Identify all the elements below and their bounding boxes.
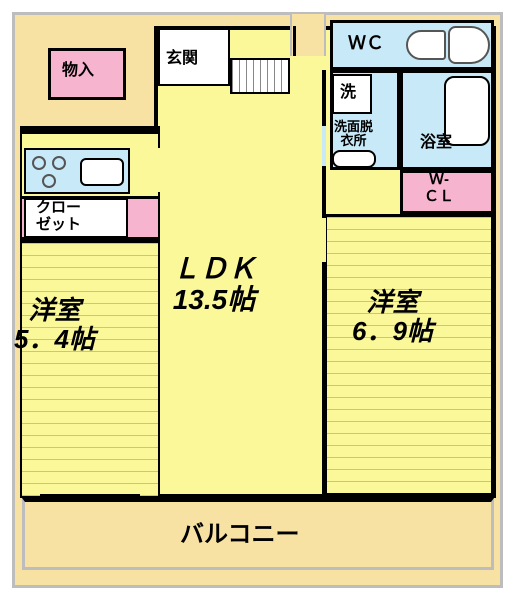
balcony-label: バルコニー <box>180 522 300 548</box>
west-room-label: 洋室 5．4帖 <box>14 296 95 353</box>
entry-closet-fold1 <box>232 60 258 92</box>
window-west <box>40 494 140 502</box>
storage-nw-label: 物入 <box>62 62 94 80</box>
toilet-fixture <box>448 26 490 64</box>
closet-label: クロー ゼット <box>36 200 81 233</box>
lavatory-label: 洗面脱 衣所 <box>334 120 373 149</box>
door-lav-gap <box>322 126 326 166</box>
kitchen-burner1 <box>32 156 46 170</box>
lavatory-sink <box>332 150 376 168</box>
entry-closet-fold2 <box>260 60 286 92</box>
kitchen-sink <box>80 158 124 186</box>
toilet-tank <box>406 30 446 60</box>
window-east <box>356 494 466 502</box>
wc-label: ＷＣ <box>348 34 384 54</box>
wcl-label: Ｗ- ＣＬ <box>424 172 454 205</box>
kitchen-burner2 <box>52 156 66 170</box>
bath-label: 浴室 <box>420 134 452 152</box>
door-east-gap <box>322 218 326 262</box>
genkan-label: 玄関 <box>166 50 198 68</box>
entrance-door <box>293 26 296 56</box>
floorplan-canvas: 物入 玄関 ＷＣ 洗 洗面脱 衣所 浴室 Ｗ- ＣＬ 洋室 6．9帖 ＬＤＫ 1… <box>0 0 515 600</box>
washer-label: 洗 <box>340 84 356 102</box>
kitchen-burner3 <box>42 174 56 188</box>
west-room <box>22 240 158 496</box>
door-kitchen-gap <box>156 148 160 192</box>
ldk-label: ＬＤＫ 13.5帖 <box>172 254 256 316</box>
east-room-label: 洋室 6．9帖 <box>352 288 433 345</box>
east-room <box>324 214 494 496</box>
window-center <box>186 494 296 502</box>
